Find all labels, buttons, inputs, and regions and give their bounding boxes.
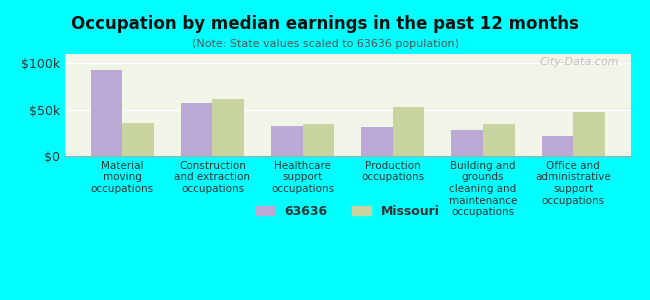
- Bar: [573, 112, 604, 156]
- Bar: [483, 124, 515, 156]
- Legend: 63636, Missouri: 63636, Missouri: [250, 200, 445, 223]
- Text: Occupation by median earnings in the past 12 months: Occupation by median earnings in the pas…: [71, 15, 579, 33]
- Text: City-Data.com: City-Data.com: [540, 57, 619, 67]
- Bar: [91, 70, 122, 156]
- Text: (Note: State values scaled to 63636 population): (Note: State values scaled to 63636 popu…: [192, 39, 458, 49]
- Bar: [541, 136, 573, 156]
- Bar: [271, 126, 303, 156]
- Bar: [393, 107, 424, 156]
- Bar: [303, 124, 334, 156]
- Bar: [181, 103, 213, 156]
- Bar: [452, 130, 483, 156]
- Bar: [361, 127, 393, 156]
- Bar: [122, 123, 154, 156]
- Bar: [213, 99, 244, 156]
